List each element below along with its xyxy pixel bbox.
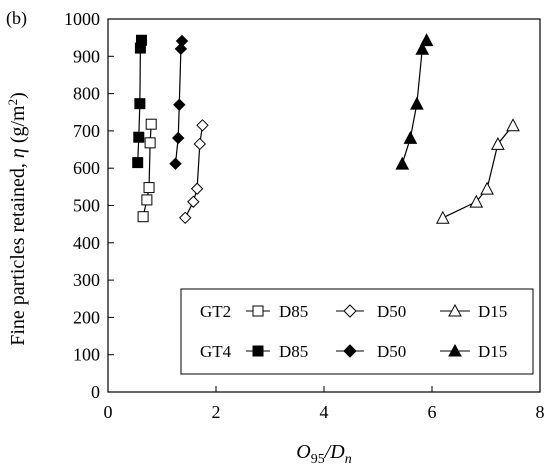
- series-gt4-d50: [169, 34, 189, 170]
- x-axis-title: O95/Dn: [296, 441, 351, 467]
- legend: GT2 D85 D50 D15 GT4 D85 D50 D15: [180, 288, 534, 375]
- data-point-gt2-d85: [144, 137, 156, 149]
- x-tick-label: 8: [536, 402, 545, 422]
- y-tick-label: 100: [73, 345, 100, 365]
- data-point-gt4-d50: [169, 157, 182, 170]
- data-point-gt2-d50: [196, 119, 209, 132]
- legend-box: [180, 288, 534, 375]
- legend-group-gt4: GT4: [200, 342, 232, 361]
- y-tick-label: 0: [91, 382, 100, 402]
- data-point-gt4-d50: [174, 42, 188, 56]
- data-point-gt2-d15: [469, 194, 484, 208]
- legend-label-gt2-d15: D15: [478, 302, 507, 321]
- series-gt2-d85: [137, 118, 157, 223]
- y-tick-label: 500: [73, 196, 100, 216]
- data-point-gt4-d85: [133, 131, 145, 143]
- legend-label-gt4-d85: D85: [279, 342, 308, 361]
- y-tick-label: 700: [73, 121, 100, 141]
- legend-label-gt2-d85: D85: [279, 302, 308, 321]
- svg-text:Fine particles retained, η (g/: Fine particles retained, η (g/m2): [5, 92, 29, 346]
- data-point-gt2-d85: [137, 211, 149, 223]
- data-point-gt4-d50: [171, 131, 185, 145]
- x-tick-label: 4: [320, 402, 329, 422]
- data-point-gt4-d15: [403, 130, 418, 144]
- y-axis-title-unit: (g/m: [7, 105, 29, 148]
- legend-marker-square-filled-icon: [252, 345, 264, 357]
- legend-label-gt4-d15: D15: [478, 342, 507, 361]
- y-tick-label: 400: [73, 233, 100, 253]
- y-axis-title-sup: 2: [5, 99, 20, 106]
- legend-marker-triangle-open-icon: [448, 303, 462, 317]
- data-point-gt4-d50: [175, 34, 189, 48]
- y-axis-title: Fine particles retained, η (g/m2): [5, 92, 29, 346]
- series-gt2-d50: [179, 119, 209, 225]
- y-tick-label: 600: [73, 158, 100, 178]
- y-tick-label: 300: [73, 270, 100, 290]
- legend-marker-triangle-filled-icon: [448, 343, 462, 357]
- panel-label: (b): [6, 8, 27, 29]
- data-point-gt2-d15: [491, 136, 505, 150]
- x-axis-title-o: O: [296, 441, 310, 463]
- x-axis-title-subn: n: [345, 452, 352, 467]
- y-axis-title-close: ): [7, 92, 29, 99]
- x-axis: 0 2 4 6 8: [104, 386, 545, 422]
- data-point-gt2-d85: [141, 194, 153, 206]
- data-point-gt4-d15: [395, 156, 410, 170]
- legend-marker-diamond-filled-icon: [343, 344, 357, 358]
- y-tick-label: 200: [73, 307, 100, 327]
- x-tick-label: 6: [428, 402, 437, 422]
- data-point-gt4-d15: [419, 33, 434, 47]
- data-point-gt4-d50: [173, 98, 186, 111]
- legend-marker-diamond-open-icon: [343, 304, 357, 318]
- data-point-gt2-d50: [187, 195, 200, 208]
- data-point-gt2-d85: [143, 182, 155, 194]
- y-axis-title-symbol: η: [7, 148, 29, 158]
- data-point-gt4-d85: [132, 157, 144, 169]
- y-axis-title-prefix: Fine particles retained,: [7, 158, 29, 346]
- x-axis-title-d: /D: [324, 441, 346, 463]
- x-tick-label: 0: [104, 402, 113, 422]
- y-axis: 0 100 200 300 400 500 600 700 800 900 1000: [64, 9, 114, 402]
- data-point-gt2-d15: [435, 210, 450, 224]
- data-point-gt4-d85: [134, 98, 146, 110]
- series-gt4-d15: [395, 33, 434, 170]
- x-axis-title-sub: 95: [311, 452, 325, 467]
- data-point-gt2-d85: [145, 118, 157, 130]
- y-tick-label: 900: [73, 46, 100, 66]
- series-layer: [132, 33, 520, 225]
- legend-label-gt2-d50: D50: [377, 302, 406, 321]
- data-point-gt2-d50: [179, 211, 192, 225]
- y-tick-label: 1000: [64, 9, 100, 29]
- series-gt2-d15: [435, 118, 520, 224]
- legend-marker-square-open-icon: [252, 305, 264, 317]
- legend-group-gt2: GT2: [200, 302, 231, 321]
- data-point-gt4-d85: [135, 34, 147, 46]
- y-tick-label: 800: [73, 84, 100, 104]
- data-point-gt2-d15: [506, 118, 520, 132]
- legend-label-gt4-d50: D50: [377, 342, 406, 361]
- data-point-gt4-d15: [410, 96, 424, 110]
- data-point-gt2-d15: [480, 181, 494, 195]
- data-point-gt2-d50: [190, 182, 204, 195]
- data-point-gt2-d50: [193, 137, 207, 151]
- series-gt4-d85: [132, 34, 147, 169]
- x-tick-label: 2: [212, 402, 221, 422]
- data-point-gt4-d15: [415, 41, 430, 55]
